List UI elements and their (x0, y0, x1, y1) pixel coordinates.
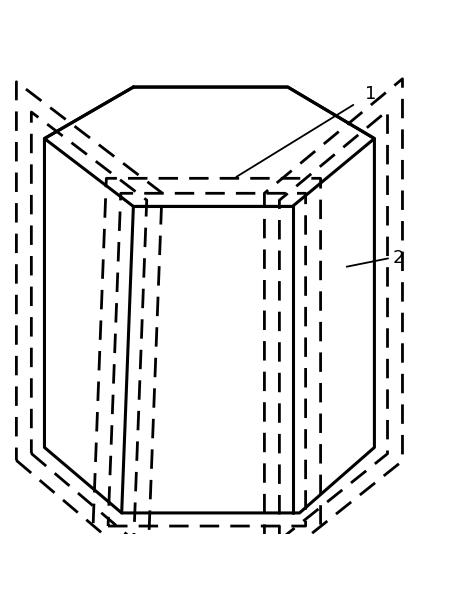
Text: 2: 2 (393, 249, 405, 267)
Polygon shape (122, 206, 292, 513)
Polygon shape (44, 87, 374, 206)
Polygon shape (44, 139, 133, 513)
Text: 1: 1 (365, 85, 376, 103)
Polygon shape (292, 139, 374, 513)
